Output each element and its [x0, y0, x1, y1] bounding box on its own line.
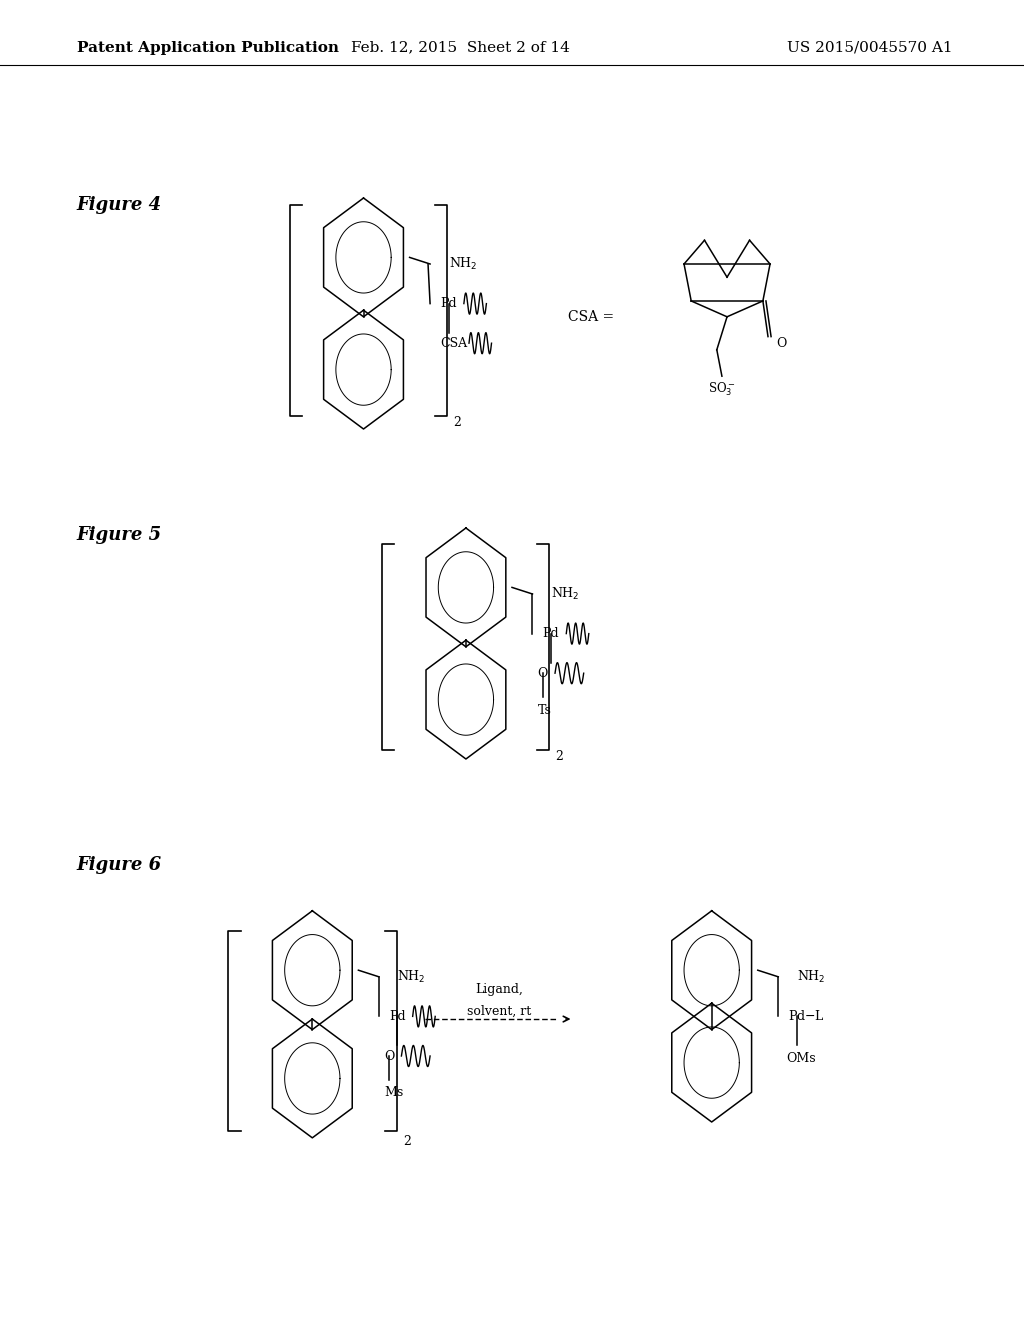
Text: CSA: CSA	[440, 337, 467, 350]
Text: Figure 5: Figure 5	[77, 525, 162, 544]
Text: CSA =: CSA =	[568, 310, 614, 323]
Text: Patent Application Publication: Patent Application Publication	[77, 41, 339, 54]
Text: Figure 4: Figure 4	[77, 195, 162, 214]
Text: 2: 2	[555, 750, 563, 763]
Text: solvent, rt: solvent, rt	[467, 1005, 531, 1018]
Text: NH$_2$: NH$_2$	[797, 969, 825, 985]
Text: Pd: Pd	[440, 297, 457, 310]
Text: Pd: Pd	[389, 1010, 406, 1023]
Text: Ts: Ts	[538, 704, 552, 717]
Text: Ms: Ms	[384, 1086, 403, 1100]
Text: NH$_2$: NH$_2$	[551, 586, 580, 602]
Text: US 2015/0045570 A1: US 2015/0045570 A1	[786, 41, 952, 54]
Text: O: O	[776, 337, 786, 350]
Text: 2: 2	[403, 1135, 412, 1148]
Text: O: O	[384, 1049, 394, 1063]
Text: 2: 2	[454, 416, 462, 429]
Text: O: O	[538, 667, 548, 680]
Text: Pd$-$L: Pd$-$L	[788, 1010, 825, 1023]
Text: OMs: OMs	[786, 1052, 816, 1065]
Text: Feb. 12, 2015  Sheet 2 of 14: Feb. 12, 2015 Sheet 2 of 14	[351, 41, 570, 54]
Text: Figure 6: Figure 6	[77, 855, 162, 874]
Text: Ligand,: Ligand,	[475, 983, 523, 997]
Text: NH$_2$: NH$_2$	[397, 969, 426, 985]
Text: NH$_2$: NH$_2$	[449, 256, 477, 272]
Text: SO$_3^-$: SO$_3^-$	[709, 380, 735, 399]
Text: Pd: Pd	[543, 627, 559, 640]
